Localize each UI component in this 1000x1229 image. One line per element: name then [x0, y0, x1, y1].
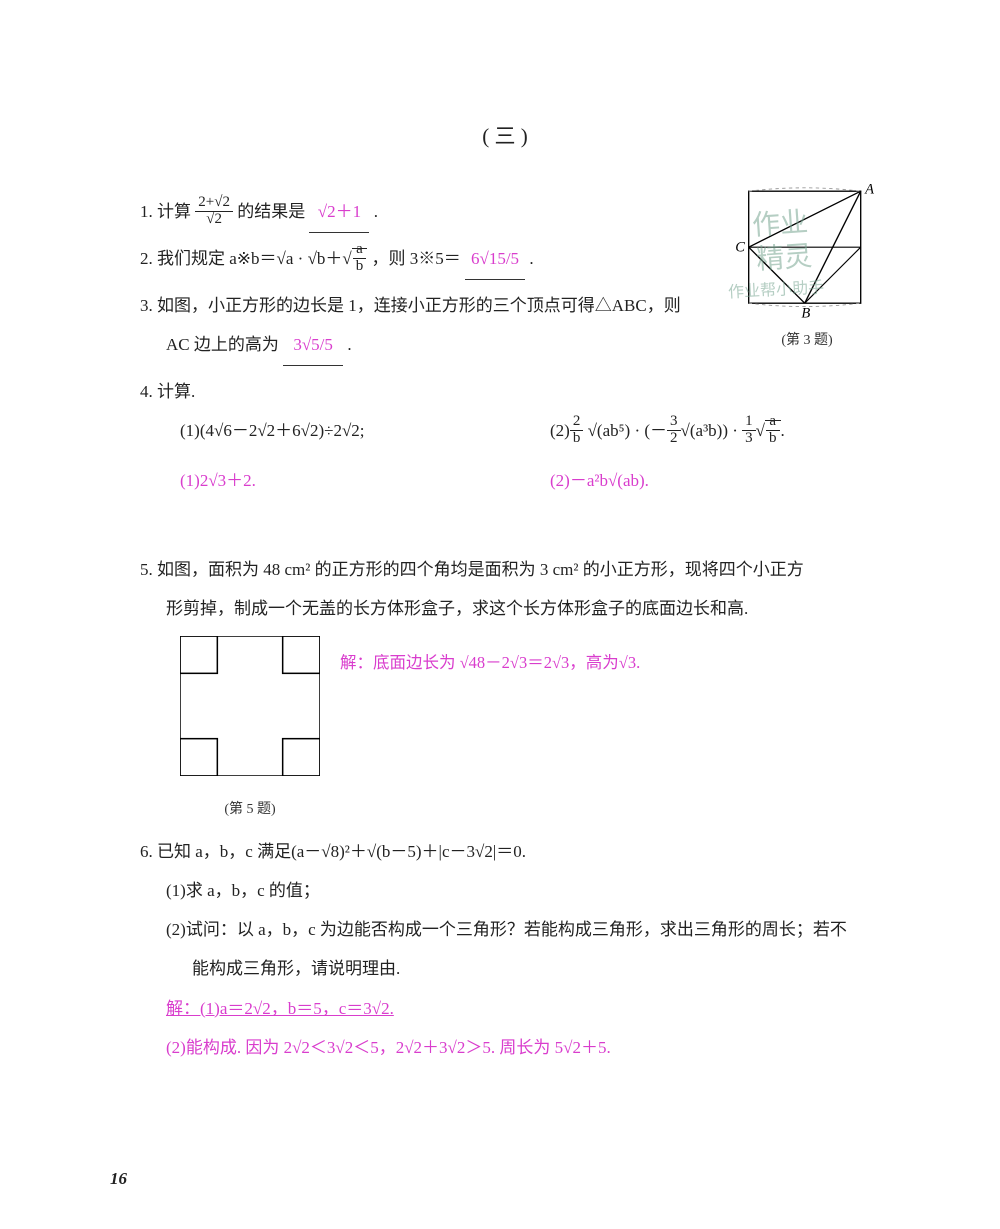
p4-row: (1)(4√6－2√2＋6√2)÷2√2; (2)2b √(ab⁵) · (－3… [140, 411, 870, 450]
p6-s2a: (2)试问：以 a，b，c 为边能否构成一个三角形？若能构成三角形，求出三角形的… [140, 910, 870, 949]
page-content: ( 三 ) A C B 作业 精灵 作业帮小助手 (第 3 题) 1. 计算 2… [140, 120, 870, 1073]
problem-4: 4. 计算. (1)(4√6－2√2＋6√2)÷2√2; (2)2b √(ab⁵… [140, 372, 870, 499]
p2-fn: a [353, 242, 367, 259]
p4f3d: 3 [742, 431, 756, 447]
p4ta: √ [756, 421, 765, 440]
p6-sol1: 解：(1)a＝2√2，b＝5，c＝3√2. [140, 989, 870, 1028]
figure-5-svg [180, 636, 320, 776]
p4tb: . [781, 421, 785, 440]
p4f4n: a [766, 414, 780, 431]
p4-head: 4. 计算. [140, 372, 870, 411]
p6-l1: 6. 已知 a，b，c 满足(a－√8)²＋√(b－5)＋|c－3√2|＝0. [140, 832, 870, 871]
problem-6: 6. 已知 a，b，c 满足(a－√8)²＋√(b－5)＋|c－3√2|＝0. … [140, 832, 870, 1067]
p4f1n: 2 [570, 414, 584, 431]
p4-sub1: (1)(4√6－2√2＋6√2)÷2√2; [180, 411, 500, 450]
p1-frac-num: 2+√2 [195, 195, 233, 212]
p2-tail: . [529, 249, 533, 268]
p4-sol-row: (1)2√3＋2. (2)－a²b√(ab). [140, 461, 870, 500]
problem-1: 1. 计算 2+√2 √2 的结果是 √2＋1 . [140, 192, 870, 233]
p1-frac-den: √2 [195, 212, 233, 228]
p4m2: √(a³b)) · [681, 421, 743, 440]
figure-5-caption: (第 5 题) [180, 794, 320, 826]
p5-l1: 5. 如图，面积为 48 cm² 的正方形的四个角均是面积为 3 cm² 的小正… [140, 550, 870, 589]
section-title: ( 三 ) [140, 120, 870, 150]
p4-sol2: (2)－a²b√(ab). [550, 461, 870, 500]
p5-body: (第 5 题) 解：底面边长为 √48－2√3＝2√3，高为√3. [140, 636, 870, 826]
p4f2d: 2 [667, 431, 681, 447]
p5-l2: 形剪掉，制成一个无盖的长方体形盒子，求这个长方体形盒子的底面边长和高. [140, 589, 870, 628]
p4-sub2: (2)2b √(ab⁵) · (－32√(a³b)) · 13√ab. [550, 411, 870, 450]
page-number: 16 [110, 1169, 127, 1189]
p4f3n: 1 [742, 414, 756, 431]
p2-frac: ab [353, 242, 367, 275]
p1-prefix: 1. 计算 [140, 202, 191, 221]
p3-l1: 3. 如图，小正方形的边长是 1，连接小正方形的三个顶点可得△ABC，则 [140, 286, 690, 325]
p4f1d: b [570, 431, 584, 447]
p4f2n: 3 [667, 414, 681, 431]
p4s2a: (2) [550, 421, 570, 440]
problem-5: 5. 如图，面积为 48 cm² 的正方形的四个角均是面积为 3 cm² 的小正… [140, 550, 870, 826]
p4m1: √(ab⁵) · (－ [588, 421, 667, 440]
p3-l2a: AC 边上的高为 [166, 335, 279, 354]
p1-answer: √2＋1 [309, 192, 369, 233]
p5-solution: 解：底面边长为 √48－2√3＝2√3，高为√3. [340, 636, 640, 826]
p3-l2b: . [347, 335, 351, 354]
p1-frac: 2+√2 √2 [195, 195, 233, 228]
p2-b: ，则 3※5＝ [372, 249, 461, 268]
p6-sol2: (2)能构成. 因为 2√2＜3√2＜5，2√2＋3√2＞5. 周长为 5√2＋… [140, 1028, 870, 1067]
p4f4d: b [766, 431, 780, 447]
figure-5: (第 5 题) [180, 636, 320, 826]
p3-l2: AC 边上的高为 3√5/5 . [140, 325, 690, 366]
p6-s1: (1)求 a，b，c 的值； [140, 871, 870, 910]
p4-sol1: (1)2√3＋2. [180, 461, 500, 500]
p1-tail: . [374, 202, 378, 221]
p2-a: 2. 我们规定 a※b＝√a · √b＋ [140, 249, 342, 268]
problem-3: 3. 如图，小正方形的边长是 1，连接小正方形的三个顶点可得△ABC，则 AC … [140, 286, 870, 366]
problem-2: 2. 我们规定 a※b＝√a · √b＋√ab ，则 3※5＝ 6√15/5 . [140, 239, 870, 280]
p2-answer: 6√15/5 [465, 239, 525, 280]
p3-answer: 3√5/5 [283, 325, 343, 366]
p1-suffix: 的结果是 [237, 202, 305, 221]
p6-s2b: 能构成三角形，请说明理由. [140, 949, 870, 988]
p2-fd: b [353, 259, 367, 275]
